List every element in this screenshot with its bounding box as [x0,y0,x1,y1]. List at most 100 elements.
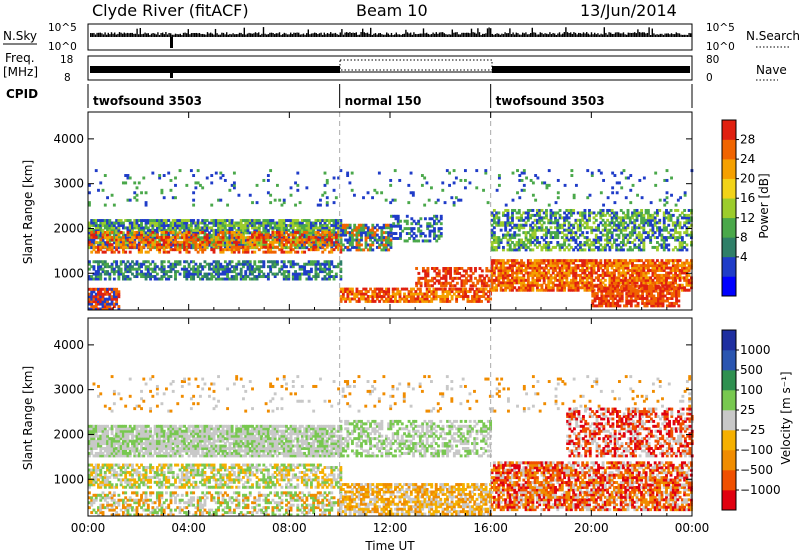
scatter-cell [344,228,348,232]
scatter-cell [260,243,264,247]
nsky-sample [114,32,116,37]
nsky-sample [117,33,119,37]
scatter-cell [214,238,218,242]
scatter-cell [323,219,327,223]
scatter-cell [178,230,182,234]
scatter-cell [97,287,100,291]
scatter-cell [112,270,116,274]
scatter-cell [205,246,209,250]
scatter-cell [300,246,304,250]
scatter-cell [208,267,211,271]
scatter-cell [146,265,150,269]
scatter-cell [350,233,354,237]
scatter-cell [205,277,209,281]
scatter-cell [151,238,155,242]
scatter-cell [176,260,180,264]
scatter-cell [325,241,329,245]
scatter-cell [253,228,257,232]
nsky-sample [597,33,599,37]
scatter-cell [214,235,218,239]
freq-dropout [170,66,173,78]
scatter-cell [291,233,295,237]
scatter-cell [167,219,171,223]
scatter-cell [273,223,277,227]
scatter-cell [294,221,297,225]
scatter-cell [455,281,459,285]
scatter-cell [99,233,103,237]
scatter-cell [128,228,132,232]
scatter-cell [187,270,191,274]
scatter-cell [103,270,107,274]
scatter-cell [314,233,318,237]
nsky-sample [403,33,405,37]
scatter-cell [135,219,139,223]
scatter-cell [194,240,198,244]
scatter-cell [142,272,146,276]
scatter-cell [260,233,264,237]
scatter-cell [160,233,164,237]
scatter-cell [273,250,277,254]
scatter-cell [144,277,148,281]
scatter-cell [235,240,239,244]
scatter-cell [115,287,119,291]
nsky-sample [347,32,349,37]
scatter-cell [212,270,216,274]
scatter-cell [316,267,320,271]
scatter-cell [131,223,134,227]
scatter-cell [305,223,309,227]
nsky-sample [579,33,581,37]
scatter-cell [94,277,98,281]
scatter-cell [348,223,352,227]
nsky-sample [685,34,687,37]
scatter-cell [307,235,311,239]
scatter-cell [121,233,125,237]
scatter-cell [314,230,318,234]
nsky-sample [672,34,674,37]
scatter-cell [314,238,318,242]
scatter-cell [298,243,302,247]
scatter-cell [296,221,300,225]
scatter-cell [232,226,236,230]
scatter-cell [226,223,230,227]
nsky-sample [144,32,146,37]
scatter-cell [151,228,155,232]
scatter-cell [312,275,316,279]
scatter-cell [255,221,259,225]
scatter-cell [144,233,148,237]
scatter-cell [106,233,109,237]
scatter-cell [106,240,109,244]
scatter-cell [291,275,295,279]
scatter-cell [210,236,214,240]
scatter-cell [278,241,282,245]
scatter-cell [131,238,134,242]
scatter-cell [133,243,137,247]
nsky-sample [314,32,316,37]
scatter-cell [217,262,220,266]
scatter-cell [348,231,352,235]
scatter-cell [230,260,234,264]
scatter-cell [280,250,284,254]
scatter-cell [312,262,316,266]
scatter-cell [314,262,318,266]
scatter-cell [167,238,171,242]
scatter-cell [278,235,282,239]
scatter-cell [239,238,243,242]
nsky-sample [496,33,498,37]
scatter-cell [88,297,91,301]
scatter-cell [228,223,232,227]
scatter-cell [251,219,254,223]
scatter-cell [332,228,336,232]
scatter-cell [366,248,370,252]
scatter-cell [140,240,143,244]
scatter-cell [228,240,232,244]
scatter-cell [325,226,329,230]
scatter-cell [307,262,311,266]
scatter-cell [337,245,341,249]
scatter-cell [357,233,361,237]
scatter-cell [99,295,103,299]
scatter-cell [169,241,173,245]
scatter-cell [115,270,119,274]
scatter-cell [257,270,261,274]
scatter-cell [282,223,286,227]
nsky-sample [648,27,650,37]
